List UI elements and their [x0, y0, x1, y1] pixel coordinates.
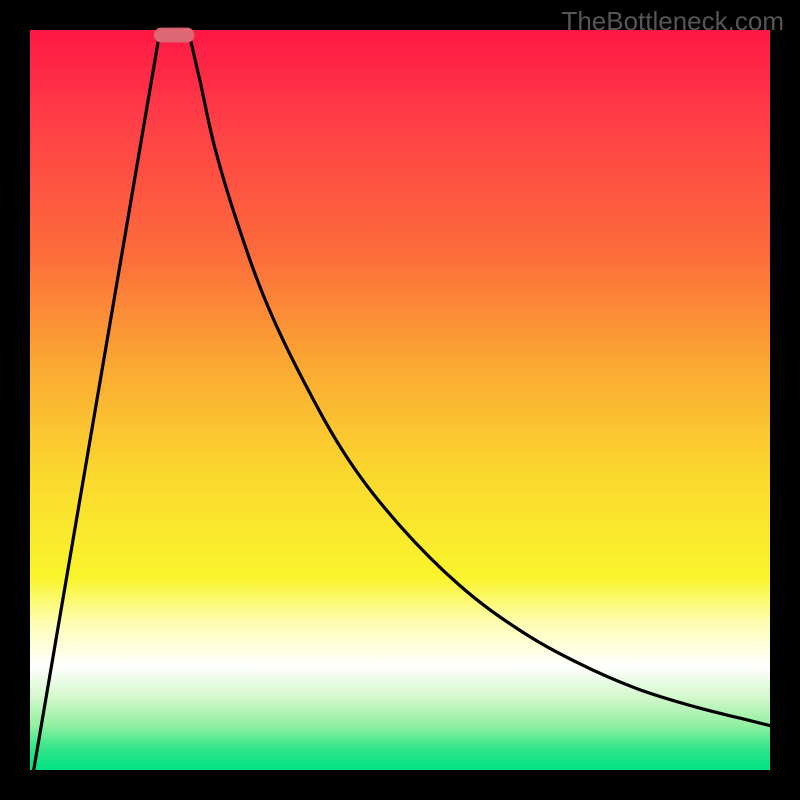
right-curve [189, 34, 770, 726]
plot-area [30, 30, 770, 770]
bottleneck-marker [154, 28, 195, 43]
curve-layer [30, 30, 770, 770]
left-line-segment [34, 34, 160, 770]
chart-frame: TheBottleneck.com [0, 0, 800, 800]
watermark-text: TheBottleneck.com [561, 6, 784, 37]
